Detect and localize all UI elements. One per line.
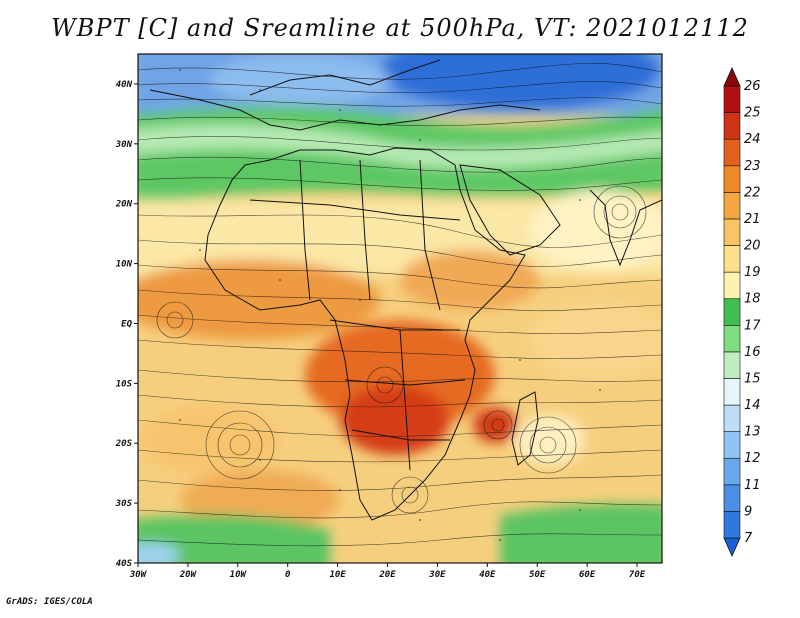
colorbar-swatch (723, 351, 741, 379)
map-frame (137, 53, 663, 564)
colorbar-swatch (723, 324, 741, 353)
lon-label: 10W (230, 570, 248, 580)
colorbar-swatch (723, 85, 741, 113)
lon-label: 30E (428, 570, 446, 580)
colorbar-label: 24 (744, 132, 761, 147)
colorbar-label: 15 (744, 371, 761, 386)
lat-label: 30S (115, 499, 133, 509)
footer-credit: GrADS: IGES/COLA (6, 597, 93, 607)
colorbar-label: 19 (744, 265, 761, 280)
lat-label: 20S (115, 439, 133, 449)
colorbar-label: 22 (744, 185, 761, 200)
colorbar-swatch (723, 138, 741, 167)
lon-label: 10E (329, 570, 346, 580)
colorbar-label: 21 (744, 212, 761, 227)
lon-label: 70E (629, 570, 646, 580)
colorbar-label: 13 (744, 425, 761, 440)
colorbar-label: 7 (744, 531, 753, 546)
lat-label: 40N (116, 80, 133, 90)
triangle-down-icon (723, 537, 741, 557)
colorbar-label: 16 (744, 345, 761, 360)
lat-label: 40S (116, 559, 133, 569)
colorbar-label: 11 (744, 478, 761, 493)
lon-label: 30W (129, 570, 148, 580)
colorbar-label: 26 (744, 79, 761, 94)
triangle-up-icon (723, 67, 741, 87)
lon-label: 40E (479, 570, 496, 580)
streamline-arrows (179, 69, 601, 541)
lat-label: 20N (115, 200, 133, 210)
colorbar-swatch (723, 112, 741, 140)
map-title: WBPT [C] and Sreamline at 500hPa, VT: 20… (51, 14, 749, 42)
lon-label: 20W (179, 570, 198, 580)
colorbar-swatch (723, 484, 741, 512)
colorbar-swatch (723, 218, 741, 246)
colorbar-label: 20 (744, 239, 761, 254)
colorbar-swatch (723, 431, 741, 459)
lon-label: 50E (529, 570, 546, 580)
lon-label: 20E (378, 570, 396, 580)
lat-label: 10S (116, 379, 133, 389)
streamlines (138, 63, 662, 547)
colorbar-swatch (723, 192, 741, 220)
colorbar-swatch (723, 511, 741, 539)
colorbar-label: 9 (744, 504, 752, 519)
colorbar-labels: 7 9 11 12 13 14 15 16 17 18 19 20 21 22 23 24 25 26 (744, 79, 761, 546)
lon-label: 60E (579, 570, 596, 580)
colorbar-swatch (723, 245, 741, 273)
map-panel (138, 54, 662, 563)
colorbar-swatch (723, 165, 741, 193)
colorbar-swatch (723, 298, 741, 326)
colorbar-label: 23 (744, 159, 761, 174)
lat-label: 10N (116, 260, 133, 270)
coastlines (149, 59, 662, 521)
colorbar-label: 25 (744, 106, 761, 121)
colorbar-label: 18 (744, 292, 761, 307)
colorbar-swatch (723, 378, 741, 406)
lon-label: 0 (285, 570, 291, 580)
lat-label: EQ (121, 319, 132, 329)
colorbar-swatch (723, 271, 741, 300)
colorbar (723, 67, 741, 557)
colorbar-swatch (723, 457, 741, 486)
longitude-axis: 30W 20W 10W 0 10E 20E 30E 40E 50E 60E 70E (129, 563, 646, 580)
colorbar-label: 14 (744, 398, 761, 413)
colorbar-label: 12 (744, 451, 761, 466)
lat-label: 30N (115, 140, 133, 150)
latitude-axis: 40N 30N 20N 10N EQ 10S 20S 30S 40S (115, 80, 138, 569)
colorbar-label: 17 (744, 318, 761, 333)
colorbar-swatch (723, 404, 741, 432)
